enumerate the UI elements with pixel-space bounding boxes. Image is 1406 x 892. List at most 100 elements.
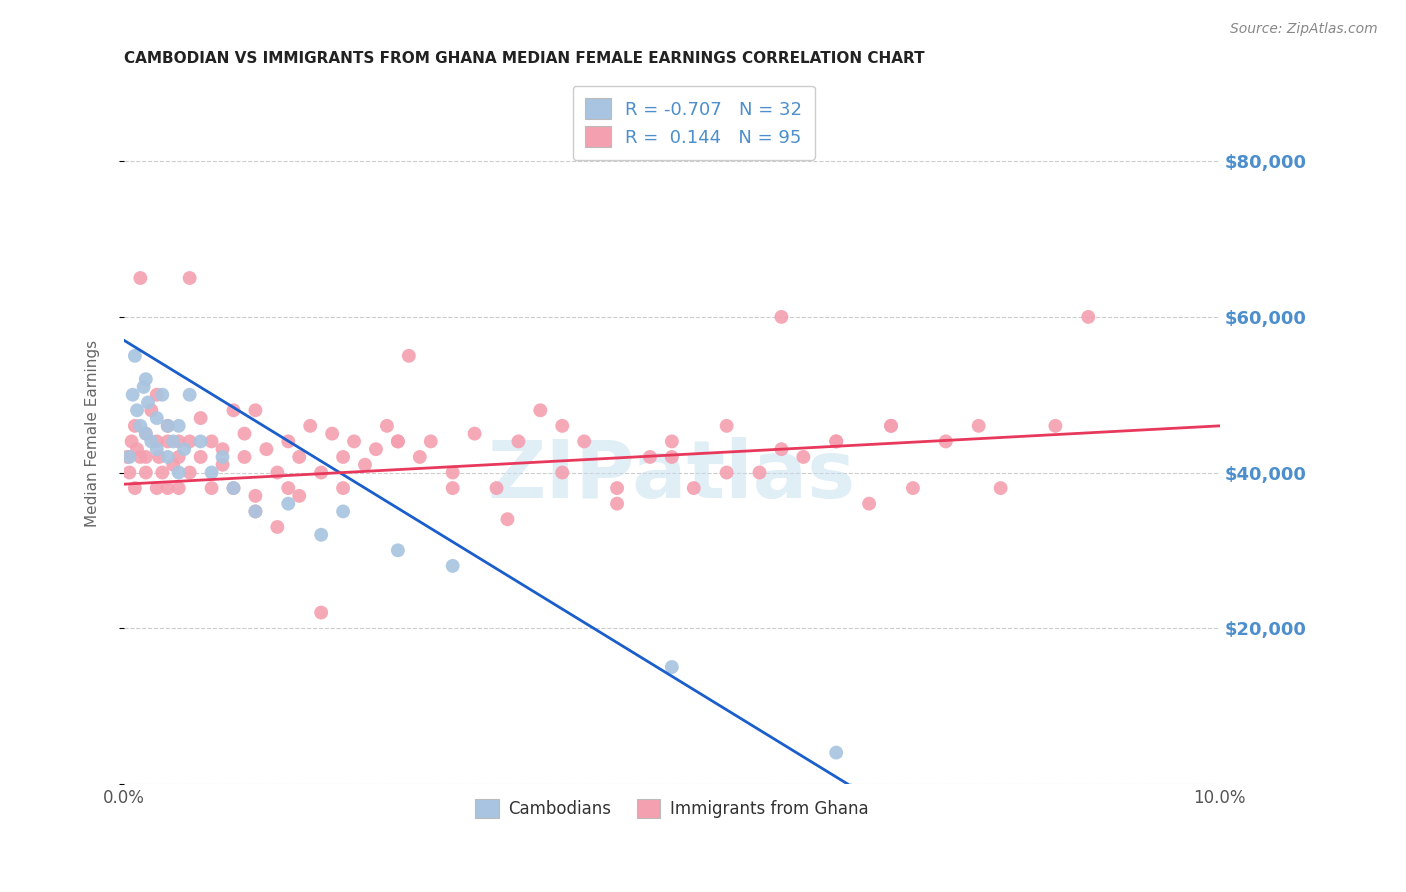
Point — [387, 434, 409, 449]
Point — [200, 434, 222, 449]
Point — [167, 434, 190, 449]
Point — [464, 426, 486, 441]
Point — [661, 450, 683, 464]
Point — [354, 458, 377, 472]
Point — [661, 434, 683, 449]
Point — [179, 466, 201, 480]
Point — [222, 481, 245, 495]
Point — [792, 450, 814, 464]
Text: CAMBODIAN VS IMMIGRANTS FROM GHANA MEDIAN FEMALE EARNINGS CORRELATION CHART: CAMBODIAN VS IMMIGRANTS FROM GHANA MEDIA… — [124, 51, 925, 66]
Point — [288, 489, 311, 503]
Point — [606, 497, 628, 511]
Point — [121, 434, 143, 449]
Point — [121, 388, 143, 402]
Point — [167, 466, 190, 480]
Point — [245, 504, 267, 518]
Point — [136, 395, 159, 409]
Point — [277, 434, 299, 449]
Point — [146, 388, 169, 402]
Point — [638, 450, 661, 464]
Point — [321, 426, 343, 441]
Point — [332, 481, 354, 495]
Point — [146, 442, 169, 457]
Point — [551, 418, 574, 433]
Point — [716, 466, 738, 480]
Point — [682, 481, 704, 495]
Point — [211, 450, 233, 464]
Point — [129, 418, 152, 433]
Point — [222, 481, 245, 495]
Point — [179, 388, 201, 402]
Point — [125, 442, 148, 457]
Point — [990, 481, 1012, 495]
Point — [288, 450, 311, 464]
Point — [118, 466, 141, 480]
Point — [245, 403, 267, 417]
Point — [125, 403, 148, 417]
Point — [825, 746, 848, 760]
Point — [190, 450, 212, 464]
Point — [148, 450, 170, 464]
Point — [661, 660, 683, 674]
Point — [343, 434, 366, 449]
Point — [254, 442, 277, 457]
Point — [135, 450, 157, 464]
Point — [387, 434, 409, 449]
Point — [156, 434, 179, 449]
Point — [167, 450, 190, 464]
Point — [173, 442, 195, 457]
Point — [309, 466, 332, 480]
Point — [179, 271, 201, 285]
Point — [190, 411, 212, 425]
Point — [1045, 418, 1067, 433]
Point — [606, 481, 628, 495]
Point — [332, 504, 354, 518]
Point — [441, 481, 464, 495]
Point — [146, 434, 169, 449]
Legend: Cambodians, Immigrants from Ghana: Cambodians, Immigrants from Ghana — [468, 792, 875, 824]
Point — [132, 380, 155, 394]
Point — [572, 434, 595, 449]
Point — [211, 458, 233, 472]
Point — [222, 403, 245, 417]
Text: Source: ZipAtlas.com: Source: ZipAtlas.com — [1230, 22, 1378, 37]
Point — [748, 466, 770, 480]
Point — [277, 497, 299, 511]
Point — [266, 466, 288, 480]
Point — [135, 466, 157, 480]
Point — [825, 434, 848, 449]
Point — [409, 450, 432, 464]
Point — [135, 372, 157, 386]
Point — [135, 426, 157, 441]
Point — [167, 418, 190, 433]
Point — [135, 426, 157, 441]
Point — [156, 450, 179, 464]
Point — [150, 466, 173, 480]
Point — [398, 349, 420, 363]
Point — [146, 411, 169, 425]
Point — [716, 418, 738, 433]
Point — [115, 450, 138, 464]
Point — [858, 497, 880, 511]
Point — [118, 450, 141, 464]
Point — [508, 434, 530, 449]
Point — [880, 418, 903, 433]
Point — [124, 418, 146, 433]
Point — [1077, 310, 1099, 324]
Point — [124, 481, 146, 495]
Point — [441, 558, 464, 573]
Point — [496, 512, 519, 526]
Point — [364, 442, 387, 457]
Point — [179, 434, 201, 449]
Point — [162, 434, 184, 449]
Point — [200, 481, 222, 495]
Point — [233, 450, 256, 464]
Point — [825, 434, 848, 449]
Point — [935, 434, 957, 449]
Point — [485, 481, 508, 495]
Point — [150, 388, 173, 402]
Point — [129, 450, 152, 464]
Point — [309, 606, 332, 620]
Point — [156, 418, 179, 433]
Point — [441, 466, 464, 480]
